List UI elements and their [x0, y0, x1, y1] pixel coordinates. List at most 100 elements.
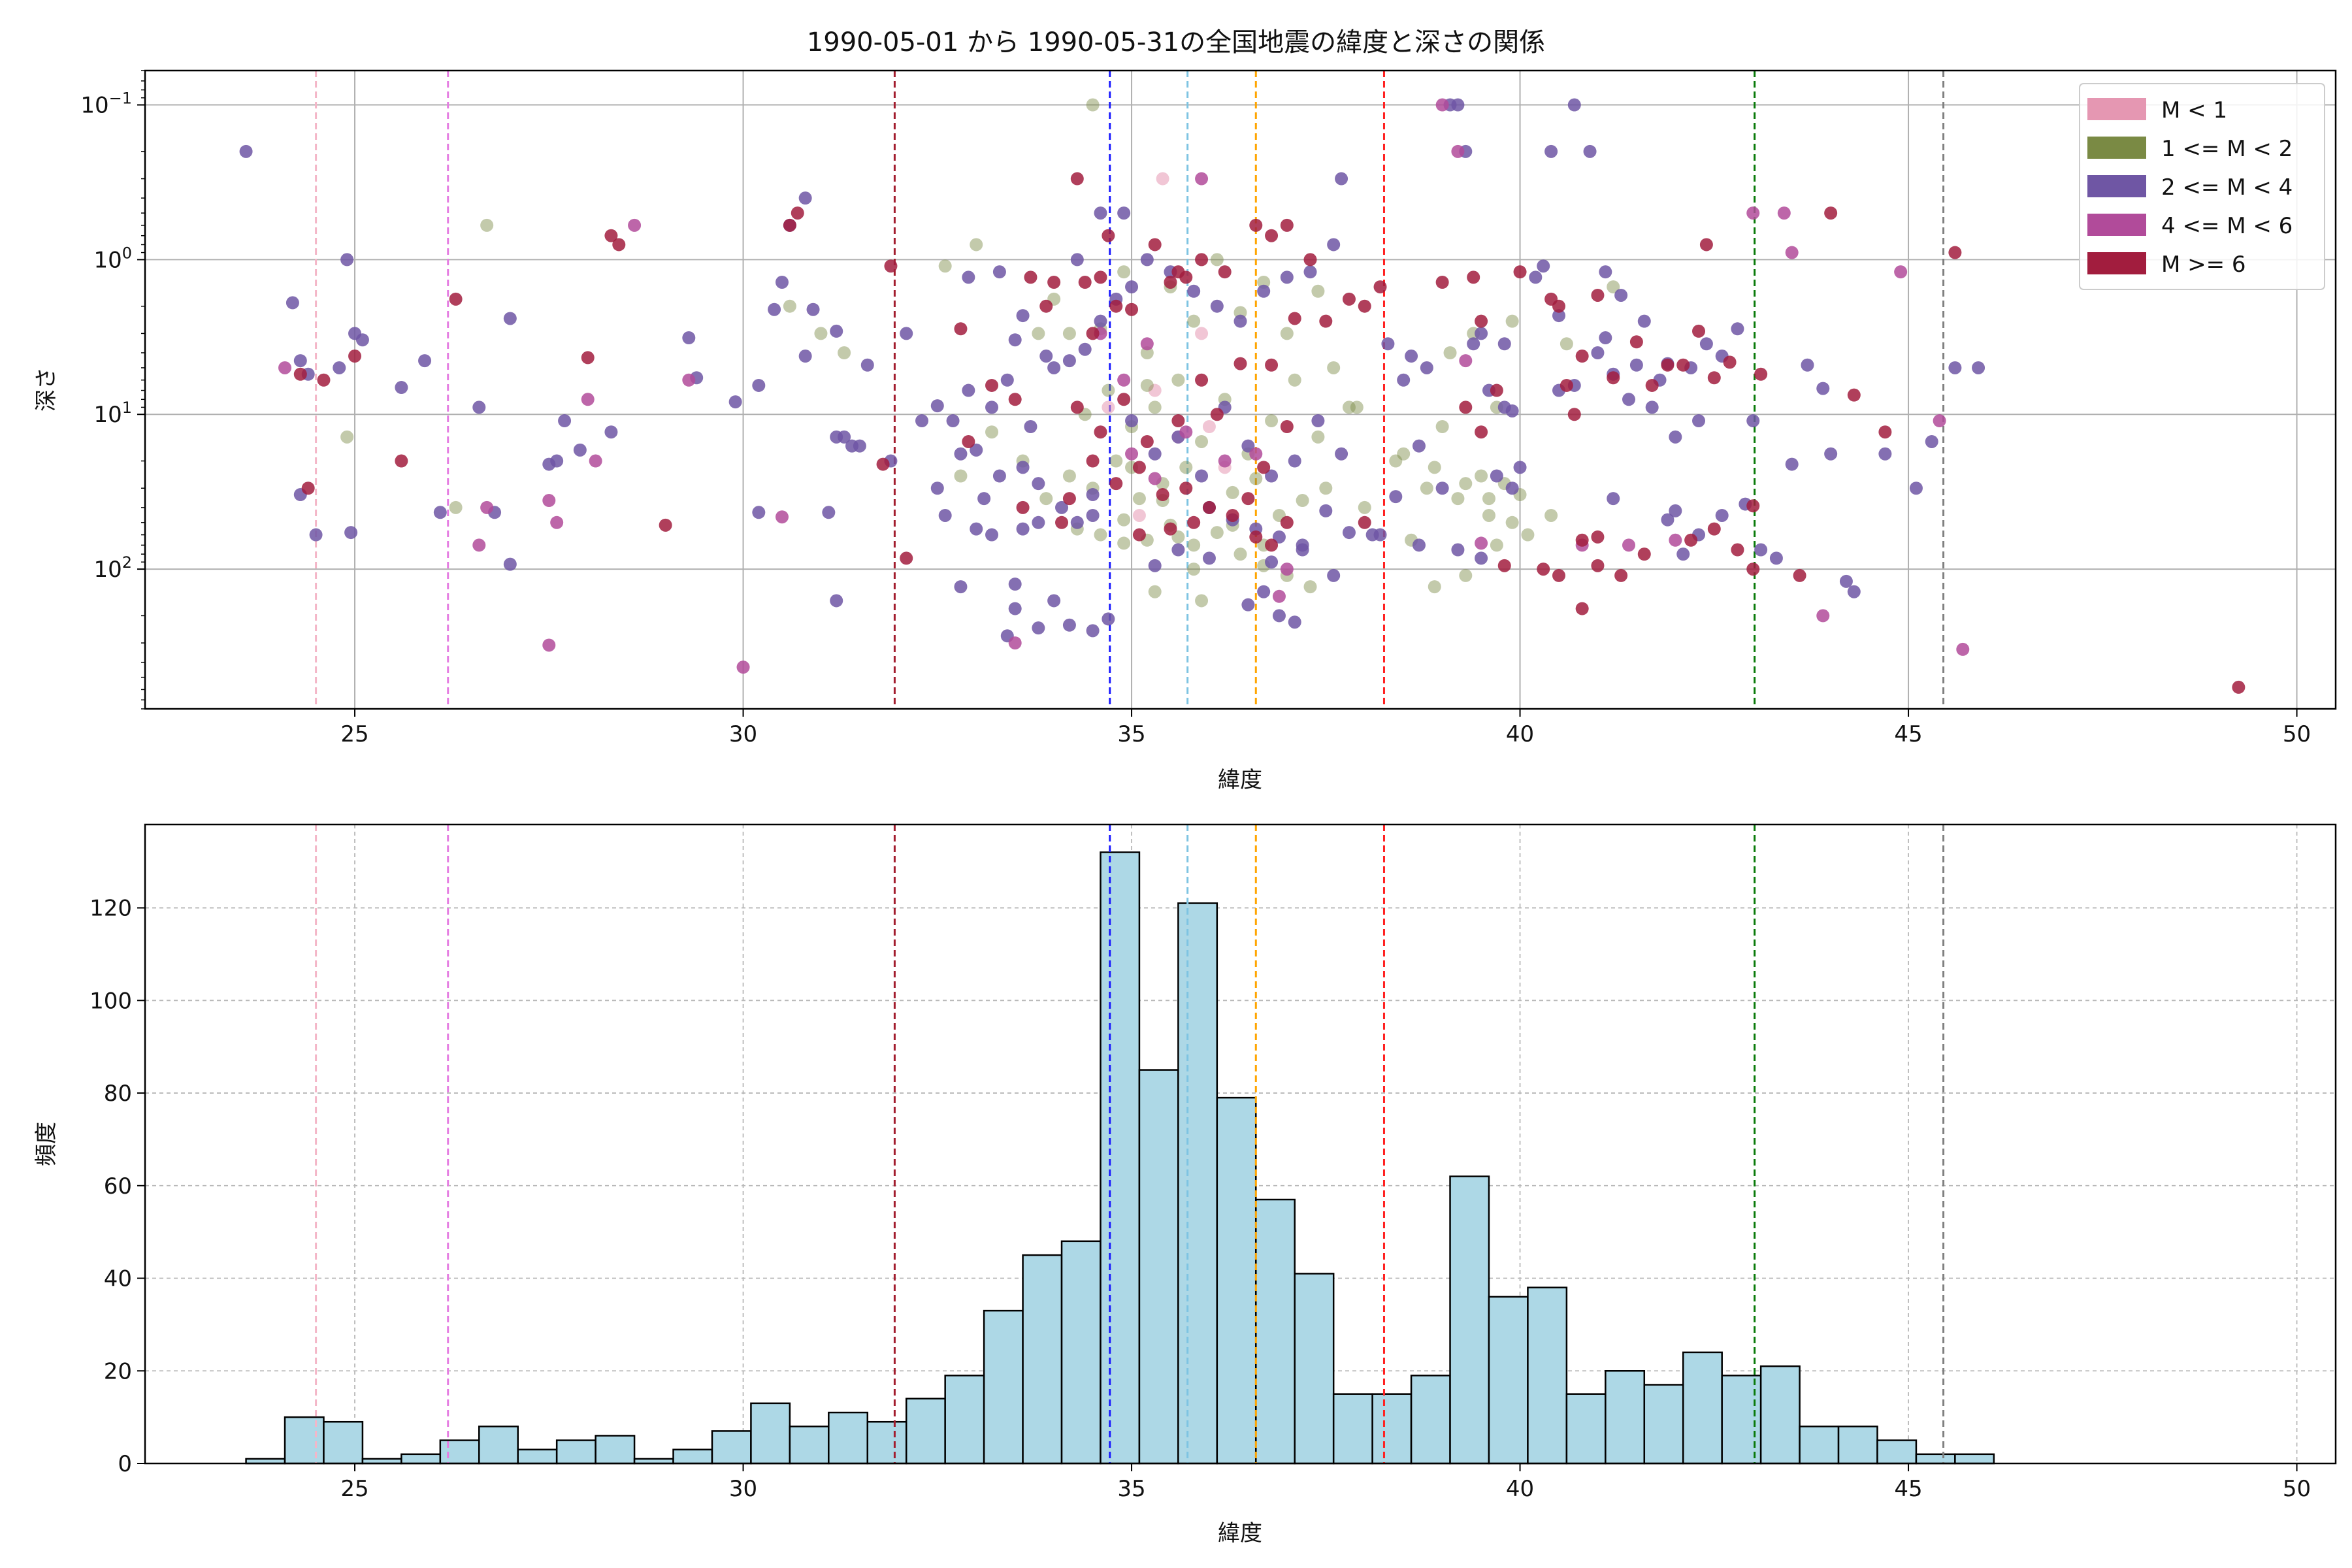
- scatter-point: [472, 400, 486, 414]
- scatter-point: [954, 580, 968, 594]
- scatter-point: [542, 494, 556, 508]
- scatter-point: [1552, 299, 1565, 313]
- scatter-point: [1475, 536, 1488, 550]
- scatter-point: [1358, 500, 1371, 514]
- scatter-point: [1086, 327, 1100, 340]
- scatter-point: [1125, 447, 1139, 461]
- scatter-point: [1637, 314, 1651, 328]
- scatter-point: [1373, 280, 1387, 294]
- scatter-reference-lines: [315, 71, 1945, 709]
- scatter-point: [604, 229, 618, 242]
- scatter-point: [1070, 172, 1084, 186]
- scatter-point: [589, 454, 602, 468]
- scatter-point: [1094, 270, 1107, 284]
- histogram-bar: [1682, 1351, 1723, 1465]
- scatter-point: [1187, 538, 1201, 552]
- scatter-point: [1475, 469, 1488, 483]
- legend-swatch: [2087, 252, 2146, 274]
- scatter-point: [1497, 337, 1511, 351]
- scatter-point: [480, 500, 494, 514]
- scatter-point: [2232, 680, 2246, 694]
- scatter-point: [946, 414, 960, 428]
- scatter-point: [1265, 555, 1279, 569]
- histogram-frame: [144, 823, 2337, 1465]
- scatter-point: [1459, 354, 1473, 368]
- scatter-point: [1428, 580, 1441, 594]
- scatter-point: [1412, 439, 1426, 453]
- scatter-grid: [145, 71, 2336, 709]
- scatter-point: [1032, 621, 1045, 635]
- scatter-point: [1016, 461, 1030, 474]
- scatter-point: [1117, 206, 1131, 220]
- scatter-point: [1824, 206, 1838, 220]
- scatter-point: [1544, 144, 1558, 158]
- scatter-point: [900, 327, 913, 340]
- scatter-point: [876, 457, 890, 471]
- scatter-point: [1567, 408, 1581, 421]
- scatter-point: [1202, 500, 1216, 514]
- scatter-point: [1265, 538, 1279, 552]
- scatter-point: [1925, 434, 1938, 448]
- histogram-bar: [1294, 1273, 1335, 1465]
- scatter-point: [1272, 589, 1286, 603]
- histogram-bar: [323, 1420, 364, 1465]
- scatter-point: [1622, 538, 1636, 552]
- scatter-point: [1094, 314, 1107, 328]
- histogram-bar: [1915, 1453, 1956, 1465]
- scatter-point: [1140, 337, 1154, 351]
- scatter-point: [954, 322, 968, 336]
- histogram-bar: [1138, 1069, 1179, 1465]
- scatter-point: [1358, 515, 1371, 529]
- scatter-point: [1684, 533, 1698, 547]
- scatter-point: [1482, 492, 1495, 506]
- scatter-point: [344, 526, 358, 540]
- scatter-point: [418, 354, 432, 368]
- scatter-point: [1731, 322, 1744, 336]
- scatter-point: [1599, 331, 1612, 345]
- histogram-bar: [1022, 1254, 1063, 1465]
- histogram-bar: [789, 1426, 830, 1465]
- scatter-y-tick-label: 102: [93, 553, 132, 583]
- histogram-x-ticks: 25 30 35 40 45 50: [340, 1463, 2311, 1502]
- histogram-x-tick-label: 25: [340, 1476, 368, 1502]
- scatter-point: [1195, 172, 1209, 186]
- scatter-point: [395, 454, 408, 468]
- histogram-bar: [944, 1375, 985, 1465]
- scatter-point: [1280, 270, 1294, 284]
- scatter-point: [954, 469, 968, 483]
- scatter-point: [1195, 434, 1209, 448]
- histogram-y-tick-label: 100: [90, 988, 132, 1014]
- scatter-point: [1102, 229, 1115, 242]
- scatter-point: [1280, 515, 1294, 529]
- scatter-point: [1039, 350, 1053, 363]
- scatter-point: [1280, 218, 1294, 232]
- histogram-bar: [284, 1416, 325, 1465]
- scatter-point: [1008, 393, 1022, 406]
- histogram-bar: [1216, 1096, 1257, 1465]
- scatter-point: [1607, 371, 1620, 385]
- scatter-point: [1490, 469, 1503, 483]
- scatter-point: [1692, 324, 1706, 338]
- scatter-point: [1785, 457, 1799, 471]
- scatter-x-tick-label: 45: [1894, 721, 1922, 747]
- scatter-point: [783, 299, 796, 313]
- scatter-point: [1342, 526, 1356, 540]
- scatter-point: [1521, 528, 1535, 542]
- scatter-point: [1039, 299, 1053, 313]
- scatter-point: [1233, 357, 1247, 370]
- scatter-point: [1629, 335, 1643, 349]
- histogram-bar: [1605, 1370, 1646, 1465]
- histogram-bar: [1410, 1375, 1451, 1465]
- scatter-point: [775, 276, 789, 289]
- histogram-bar: [1565, 1393, 1607, 1465]
- scatter-point: [1210, 253, 1224, 267]
- scatter-point: [612, 238, 626, 252]
- scatter-point: [1669, 430, 1682, 444]
- scatter-point: [1661, 513, 1674, 527]
- scatter-point: [1109, 477, 1123, 491]
- scatter-point: [1629, 358, 1643, 372]
- scatter-point: [1839, 574, 1853, 588]
- scatter-x-tick-label: 50: [2283, 721, 2311, 747]
- scatter-point: [1537, 563, 1550, 576]
- scatter-point: [1311, 284, 1325, 298]
